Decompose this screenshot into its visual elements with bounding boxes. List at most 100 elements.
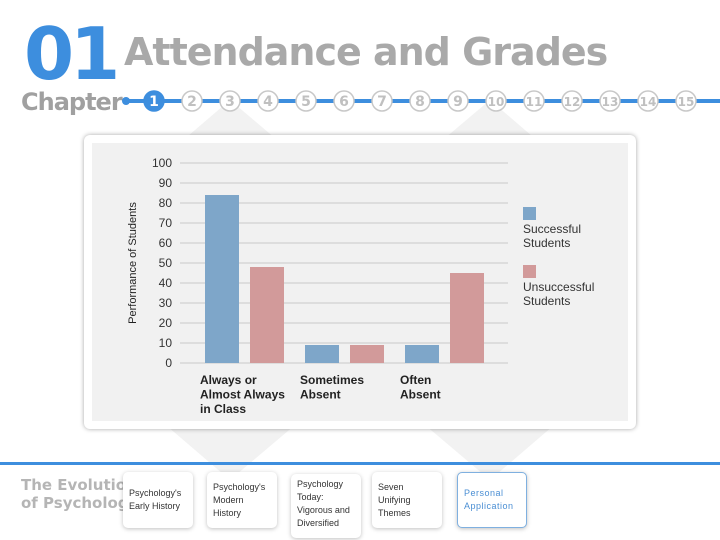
timeline-step-label: 1	[149, 94, 159, 110]
timeline-step-circle	[295, 90, 317, 112]
chapter-label: Chapter	[21, 88, 123, 116]
x-tick-label: in Class	[200, 402, 246, 416]
chapter-timeline: 1 2 3 4 5 6 7 8 9 10 11 12 13 14 15	[122, 90, 720, 112]
timeline-step-6[interactable]: 6	[333, 90, 355, 112]
timeline-step-circle	[409, 90, 431, 112]
section-title-line-2: of Psychology	[21, 494, 139, 512]
timeline-step-label: 7	[377, 94, 387, 110]
timeline-step-3[interactable]: 3	[219, 90, 241, 112]
timeline-step-10[interactable]: 10	[485, 90, 507, 112]
bar-successful-1	[205, 195, 239, 363]
y-tick-label: 100	[152, 156, 172, 170]
timeline-step-2[interactable]: 2	[181, 90, 203, 112]
bar-unsuccessful-2	[350, 345, 384, 363]
legend-label: Successful	[523, 222, 581, 236]
bar-unsuccessful-1	[250, 267, 284, 363]
timeline-step-label: 5	[301, 94, 311, 110]
timeline-step-label: 15	[678, 95, 695, 109]
tab-label: Psychology Today: Vigorous and Diversifi…	[297, 479, 350, 528]
timeline-step-circle	[447, 90, 469, 112]
footer-divider	[0, 462, 720, 465]
y-tick-label: 10	[159, 336, 173, 350]
tab-early-history[interactable]: Psychology's Early History	[123, 472, 193, 528]
y-tick-label: 90	[159, 176, 173, 190]
timeline-step-circle	[143, 90, 165, 112]
y-tick-label: 40	[159, 276, 173, 290]
timeline-step-1[interactable]: 1	[143, 90, 165, 112]
timeline-step-circle	[333, 90, 355, 112]
x-tick-label: Often	[400, 373, 431, 387]
page-title: Attendance and Grades	[124, 30, 608, 74]
y-axis-label: Performance of Students	[127, 202, 139, 324]
tab-unifying-themes[interactable]: Seven Unifying Themes	[372, 472, 442, 528]
timeline-step-circle	[523, 90, 545, 112]
y-tick-label: 60	[159, 236, 173, 250]
timeline-step-label: 3	[225, 94, 235, 110]
timeline-step-label: 12	[564, 95, 581, 109]
bar-unsuccessful-3	[450, 273, 484, 363]
timeline-step-13[interactable]: 13	[599, 90, 621, 112]
timeline-step-circle	[637, 90, 659, 112]
legend-label: Unsuccessful	[523, 280, 594, 294]
section-title-line-1: The Evolution	[21, 476, 137, 494]
tab-label: Psychology's Modern History	[213, 481, 266, 518]
timeline-step-circle	[219, 90, 241, 112]
y-tick-label: 70	[159, 216, 173, 230]
tab-personal-application[interactable]: Personal Application	[457, 472, 527, 528]
chapter-number: 01	[24, 12, 120, 96]
x-tick-label: Almost Always	[200, 388, 285, 402]
tab-modern-history[interactable]: Psychology's Modern History	[207, 472, 277, 528]
timeline-step-label: 4	[263, 94, 273, 110]
timeline-step-label: 14	[640, 95, 657, 109]
tab-psychology-today[interactable]: Psychology Today: Vigorous and Diversifi…	[291, 474, 361, 538]
timeline-step-label: 13	[602, 95, 619, 109]
bar-chart: 0 10 20 30 40 50 60 70 80 90 100 Performance of Stu…	[92, 143, 628, 421]
legend-swatch	[523, 265, 536, 278]
y-tick-label: 30	[159, 296, 173, 310]
timeline-step-7[interactable]: 7	[371, 90, 393, 112]
timeline-step-4[interactable]: 4	[257, 90, 279, 112]
x-tick-label: Sometimes	[300, 373, 364, 387]
timeline-step-label: 8	[415, 94, 425, 110]
timeline-step-circle	[675, 90, 697, 112]
timeline-step-circle	[371, 90, 393, 112]
y-tick-label: 0	[165, 356, 172, 370]
timeline-step-label: 11	[526, 95, 543, 109]
tab-label: Seven Unifying Themes	[378, 481, 411, 518]
timeline-start-dot	[122, 97, 130, 105]
x-tick-label: Absent	[400, 388, 441, 402]
y-tick-label: 20	[159, 316, 173, 330]
timeline-step-circle	[257, 90, 279, 112]
chart-panel	[92, 143, 628, 421]
timeline-step-9[interactable]: 9	[447, 90, 469, 112]
timeline-step-14[interactable]: 14	[637, 90, 659, 112]
timeline-step-12[interactable]: 12	[561, 90, 583, 112]
y-tick-label: 80	[159, 196, 173, 210]
tab-label: Personal Application	[464, 488, 514, 511]
tab-label: Psychology's Early History	[129, 488, 182, 511]
legend-swatch	[523, 207, 536, 220]
y-tick-label: 50	[159, 256, 173, 270]
timeline-step-label: 10	[488, 95, 505, 109]
timeline-step-5[interactable]: 5	[295, 90, 317, 112]
timeline-step-label: 2	[187, 94, 197, 110]
bar-successful-3	[405, 345, 439, 363]
timeline-step-8[interactable]: 8	[409, 90, 431, 112]
legend-label: Students	[523, 294, 570, 308]
timeline-step-circle	[485, 90, 507, 112]
x-tick-label: Always or	[200, 373, 257, 387]
chart-card: 0 10 20 30 40 50 60 70 80 90 100 Performance of Stu…	[84, 135, 636, 429]
section-title: The Evolution of Psychology	[21, 476, 138, 512]
timeline-step-label: 9	[453, 94, 463, 110]
legend-label: Students	[523, 236, 570, 250]
timeline-step-circle	[561, 90, 583, 112]
x-tick-label: Absent	[300, 388, 341, 402]
timeline-step-circle	[599, 90, 621, 112]
timeline-step-label: 6	[339, 94, 349, 110]
timeline-step-circle	[181, 90, 203, 112]
timeline-step-11[interactable]: 11	[523, 90, 545, 112]
bar-successful-2	[305, 345, 339, 363]
timeline-step-15[interactable]: 15	[675, 90, 697, 112]
